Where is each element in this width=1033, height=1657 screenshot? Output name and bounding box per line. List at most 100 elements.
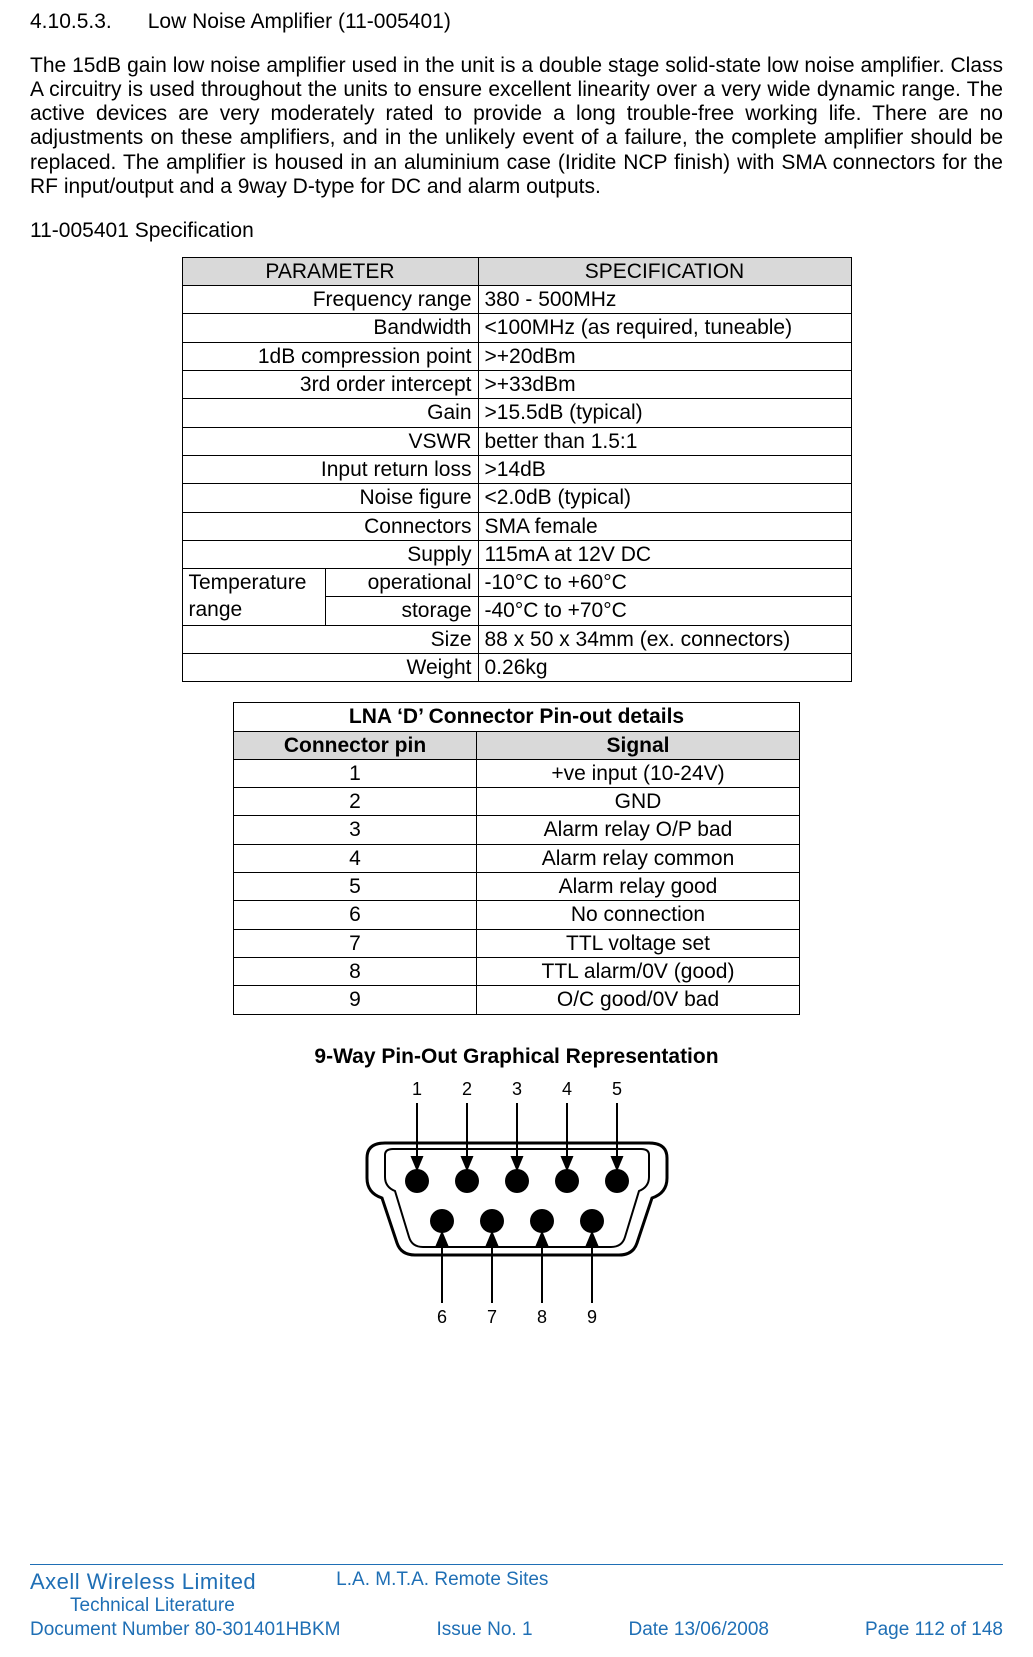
table-row: Input return loss >14dB xyxy=(182,455,851,483)
section-title-text: Low Noise Amplifier (11-005401) xyxy=(148,10,451,34)
dsub-connector-icon: 1 2 3 4 5 6 7 8 9 xyxy=(327,1073,707,1333)
spec-param: Noise figure xyxy=(182,484,478,512)
spec-subparam: operational xyxy=(325,569,478,597)
spec-subheading: 11-005401 Specification xyxy=(30,219,1003,243)
spec-value: >+33dBm xyxy=(478,371,851,399)
spec-value: <100MHz (as required, tuneable) xyxy=(478,314,851,342)
table-row: VSWR better than 1.5:1 xyxy=(182,427,851,455)
table-row: Supply 115mA at 12V DC xyxy=(182,540,851,568)
table-row: 3Alarm relay O/P bad xyxy=(234,816,800,844)
spec-param: 1dB compression point xyxy=(182,342,478,370)
sig-cell: Alarm relay good xyxy=(477,873,800,901)
spec-param: Size xyxy=(182,625,478,653)
table-row: Temperature range operational -10°C to +… xyxy=(182,569,851,597)
table-row: 1+ve input (10-24V) xyxy=(234,759,800,787)
footer-page: Page 112 of 148 xyxy=(865,1619,1003,1641)
spec-subparam: storage xyxy=(325,597,478,625)
pin-label: 9 xyxy=(586,1307,596,1327)
page-root: 4.10.5.3. Low Noise Amplifier (11-005401… xyxy=(0,0,1033,1657)
sig-cell: TTL alarm/0V (good) xyxy=(477,957,800,985)
sig-cell: GND xyxy=(477,788,800,816)
table-row: PARAMETER SPECIFICATION xyxy=(182,257,851,285)
spec-value: >14dB xyxy=(478,455,851,483)
section-number: 4.10.5.3. xyxy=(30,10,112,34)
spec-value: 0.26kg xyxy=(478,654,851,682)
table-row: 2GND xyxy=(234,788,800,816)
table-row: Weight 0.26kg xyxy=(182,654,851,682)
sig-cell: O/C good/0V bad xyxy=(477,986,800,1014)
footer-brand: Axell Wireless Limited xyxy=(30,1569,256,1595)
spec-param-group: Temperature range xyxy=(182,569,325,626)
diagram-title: 9-Way Pin-Out Graphical Representation xyxy=(30,1045,1003,1069)
pin-cell: 4 xyxy=(234,844,477,872)
spec-value: 88 x 50 x 34mm (ex. connectors) xyxy=(478,625,851,653)
pin-label: 2 xyxy=(461,1079,471,1099)
pin-cell: 3 xyxy=(234,816,477,844)
spec-param: Bandwidth xyxy=(182,314,478,342)
sig-cell: Alarm relay common xyxy=(477,844,800,872)
pin-label: 8 xyxy=(536,1307,546,1327)
pin-cell: 1 xyxy=(234,759,477,787)
section-heading: 4.10.5.3. Low Noise Amplifier (11-005401… xyxy=(30,10,1003,34)
spec-param: Weight xyxy=(182,654,478,682)
spec-value: 380 - 500MHz xyxy=(478,286,851,314)
table-row: Bandwidth <100MHz (as required, tuneable… xyxy=(182,314,851,342)
spec-value: -10°C to +60°C xyxy=(478,569,851,597)
spec-param: Supply xyxy=(182,540,478,568)
sig-cell: TTL voltage set xyxy=(477,929,800,957)
table-row: Frequency range 380 - 500MHz xyxy=(182,286,851,314)
spec-value: <2.0dB (typical) xyxy=(478,484,851,512)
sig-cell: Alarm relay O/P bad xyxy=(477,816,800,844)
sig-cell: No connection xyxy=(477,901,800,929)
pin-label: 6 xyxy=(436,1307,446,1327)
pinout-table: LNA ‘D’ Connector Pin-out details Connec… xyxy=(233,702,800,1014)
footer-issue: Issue No. 1 xyxy=(436,1619,532,1641)
table-row: LNA ‘D’ Connector Pin-out details xyxy=(234,703,800,731)
pin-label: 7 xyxy=(486,1307,496,1327)
table-row: 8TTL alarm/0V (good) xyxy=(234,957,800,985)
pinout-header-pin: Connector pin xyxy=(234,731,477,759)
table-row: 5Alarm relay good xyxy=(234,873,800,901)
table-row: 1dB compression point >+20dBm xyxy=(182,342,851,370)
table-row: 7TTL voltage set xyxy=(234,929,800,957)
footer-rule xyxy=(30,1564,1003,1565)
page-footer: Axell Wireless Limited Technical Literat… xyxy=(30,1564,1003,1641)
footer-docnum: Document Number 80-301401HBKM xyxy=(30,1619,341,1641)
table-row: 4Alarm relay common xyxy=(234,844,800,872)
spec-param: Connectors xyxy=(182,512,478,540)
spec-param: Input return loss xyxy=(182,455,478,483)
table-row: Connector pin Signal xyxy=(234,731,800,759)
footer-sub: Technical Literature xyxy=(70,1595,256,1617)
pinout-header-sig: Signal xyxy=(477,731,800,759)
spec-param: Gain xyxy=(182,399,478,427)
footer-left: Axell Wireless Limited Technical Literat… xyxy=(30,1569,256,1617)
pinout-diagram: 1 2 3 4 5 6 7 8 9 xyxy=(327,1073,707,1338)
pin-cell: 2 xyxy=(234,788,477,816)
table-row: 6No connection xyxy=(234,901,800,929)
sig-cell: +ve input (10-24V) xyxy=(477,759,800,787)
spec-value: SMA female xyxy=(478,512,851,540)
pin-label: 4 xyxy=(561,1079,571,1099)
section-body: The 15dB gain low noise amplifier used i… xyxy=(30,54,1003,199)
pin-label: 1 xyxy=(411,1079,421,1099)
spec-param: 3rd order intercept xyxy=(182,371,478,399)
pin-cell: 6 xyxy=(234,901,477,929)
pin-cell: 8 xyxy=(234,957,477,985)
spec-value: 115mA at 12V DC xyxy=(478,540,851,568)
table-row: Noise figure <2.0dB (typical) xyxy=(182,484,851,512)
spec-param: VSWR xyxy=(182,427,478,455)
footer-line2: Document Number 80-301401HBKM Issue No. … xyxy=(30,1619,1003,1641)
spec-value: >+20dBm xyxy=(478,342,851,370)
footer-site: L.A. M.T.A. Remote Sites xyxy=(336,1569,548,1591)
pin-cell: 5 xyxy=(234,873,477,901)
spec-header-param: PARAMETER xyxy=(182,257,478,285)
table-row: Size 88 x 50 x 34mm (ex. connectors) xyxy=(182,625,851,653)
table-row: 3rd order intercept >+33dBm xyxy=(182,371,851,399)
footer-date: Date 13/06/2008 xyxy=(628,1619,769,1641)
table-row: Gain >15.5dB (typical) xyxy=(182,399,851,427)
pin-cell: 9 xyxy=(234,986,477,1014)
spec-header-spec: SPECIFICATION xyxy=(478,257,851,285)
pinout-title: LNA ‘D’ Connector Pin-out details xyxy=(234,703,800,731)
footer-line1: Axell Wireless Limited Technical Literat… xyxy=(30,1569,1003,1617)
spec-value: better than 1.5:1 xyxy=(478,427,851,455)
